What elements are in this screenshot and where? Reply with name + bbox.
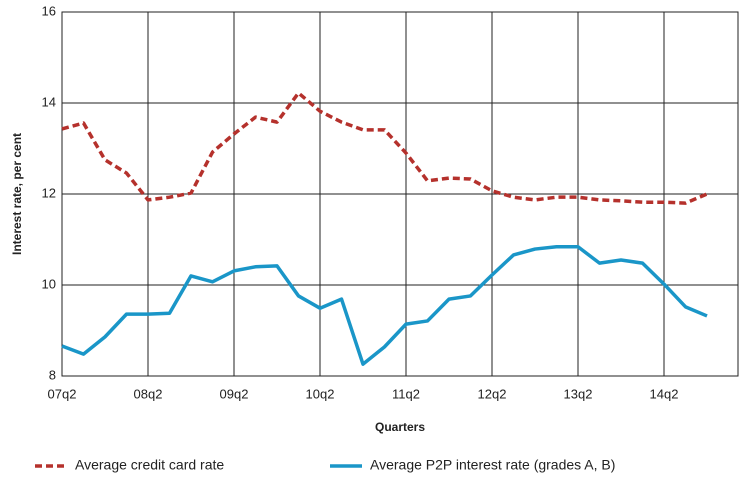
x-tick-label: 09q2 <box>220 386 249 401</box>
y-axis-label: Interest rate, per cent <box>10 133 24 255</box>
legend-label: Average P2P interest rate (grades A, B) <box>370 457 615 473</box>
x-tick-label: 13q2 <box>564 386 593 401</box>
line-series <box>61 245 708 366</box>
line-series <box>61 91 708 205</box>
legend-label: Average credit card rate <box>75 457 224 473</box>
y-tick-label: 14 <box>42 94 56 109</box>
y-tick-label: 8 <box>49 367 56 382</box>
x-tick-label: 08q2 <box>134 386 163 401</box>
x-tick-label: 10q2 <box>306 386 335 401</box>
x-tick-label: 07q2 <box>48 386 77 401</box>
x-tick-label: 11q2 <box>392 386 420 401</box>
y-tick-label: 16 <box>42 3 56 18</box>
x-axis-label: Quarters <box>375 420 425 434</box>
x-tick-label: 12q2 <box>478 386 507 401</box>
y-tick-label: 12 <box>42 185 56 200</box>
x-tick-label: 14q2 <box>650 386 679 401</box>
y-tick-label: 10 <box>42 276 56 291</box>
